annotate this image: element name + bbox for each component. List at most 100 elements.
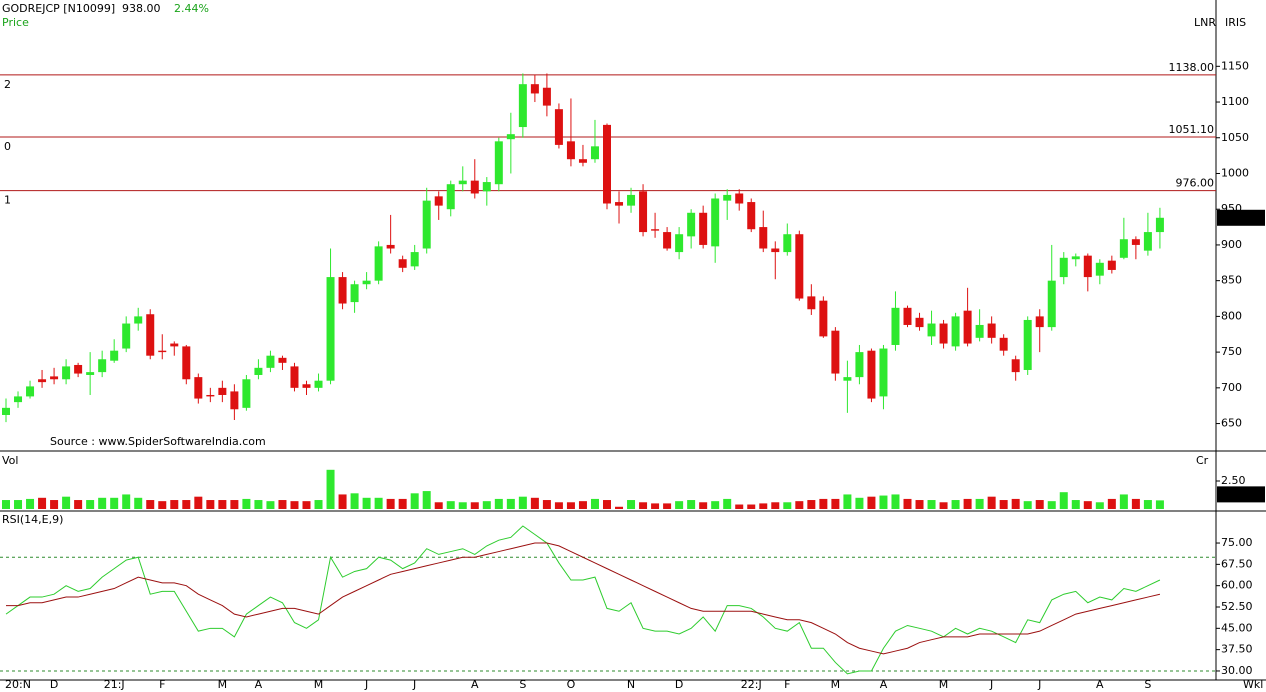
- scale: LNR: [1194, 16, 1216, 29]
- volume-bar: [554, 502, 563, 509]
- volume-bar: [410, 493, 419, 509]
- volume-bar: [170, 500, 179, 509]
- volume-bar: [699, 502, 708, 509]
- volume-bar: [735, 504, 744, 509]
- x-tick-label: 20:N: [5, 678, 31, 691]
- candle-body: [1131, 239, 1140, 245]
- volume-bar: [194, 496, 203, 509]
- y-tick-label: 1150: [1221, 59, 1249, 72]
- panel-title: RSI(14,E,9): [2, 513, 63, 526]
- volume-bar: [759, 503, 768, 509]
- volume-bar: [182, 500, 191, 509]
- volume-bar: [254, 500, 263, 509]
- volume-bar: [86, 500, 95, 509]
- volume-bar: [446, 501, 455, 509]
- panel-title: Vol: [2, 454, 18, 467]
- volume-bar: [1095, 502, 1104, 509]
- volume-bar: [1119, 494, 1128, 509]
- candle-body: [711, 198, 720, 247]
- volume-bar: [987, 496, 996, 509]
- x-tick-label: D: [50, 678, 58, 691]
- volume-bar: [134, 497, 143, 509]
- candle-body: [206, 394, 215, 397]
- volume-bar: [675, 501, 684, 509]
- volume-bar: [1023, 501, 1032, 509]
- candle-body: [783, 234, 792, 253]
- volume-bar: [158, 501, 167, 509]
- candle-body: [951, 316, 960, 347]
- candle-body: [1035, 316, 1044, 328]
- y-tick-label: 1100: [1221, 95, 1249, 108]
- x-tick-label: J: [1037, 678, 1041, 691]
- candle-body: [603, 124, 611, 204]
- y-tick-label: 67.50: [1221, 557, 1253, 570]
- volume-bar: [302, 501, 311, 509]
- volume-bar: [374, 497, 383, 509]
- volume-bar: [62, 496, 71, 509]
- volume-bar: [999, 500, 1008, 509]
- candle-body: [26, 386, 35, 397]
- volume-tag: 0.77: [1219, 487, 1244, 500]
- price-tag-bg: [1217, 209, 1265, 226]
- volume-bar: [663, 503, 672, 509]
- candle-body: [554, 109, 563, 145]
- candle-body: [687, 212, 696, 237]
- price-tag: 938.00: [1219, 211, 1258, 224]
- volume-bar: [1083, 501, 1092, 509]
- candle-body: [843, 377, 852, 381]
- candle-body: [218, 387, 227, 395]
- volume-bar: [915, 500, 924, 509]
- candle-body: [302, 384, 311, 388]
- candle-body: [891, 307, 900, 345]
- volume-bar: [639, 502, 648, 509]
- volume-bar: [458, 502, 467, 509]
- candle-body: [807, 296, 816, 310]
- volume-bar: [975, 498, 984, 509]
- volume-bar: [1071, 500, 1080, 509]
- x-tick-label: A: [880, 678, 888, 691]
- y-tick-label: 700: [1221, 381, 1242, 394]
- volume-bar: [747, 504, 756, 509]
- volume-bar: [362, 497, 371, 509]
- candle-body: [14, 396, 23, 403]
- price: 938.00: [122, 2, 161, 15]
- candle-body: [86, 372, 95, 375]
- volume-bar: [867, 496, 876, 509]
- volume-bar: [603, 500, 611, 509]
- volume-bar: [1059, 492, 1068, 509]
- volume-bar: [218, 500, 227, 509]
- volume-bar: [38, 497, 47, 509]
- candle-body: [939, 323, 948, 344]
- x-tick-label: F: [159, 678, 165, 691]
- candle-body: [771, 248, 780, 253]
- x-tick-label: N: [627, 678, 635, 691]
- candle-body: [482, 182, 491, 192]
- volume-bar: [771, 502, 780, 509]
- candle-body: [915, 317, 924, 328]
- volume-bar: [230, 500, 239, 509]
- volume-bar: [494, 498, 503, 509]
- change: 2.44%: [174, 2, 209, 15]
- volume-bar: [434, 502, 443, 509]
- x-tick-label: F: [784, 678, 790, 691]
- candle-body: [194, 377, 203, 399]
- volume-bar: [386, 498, 395, 509]
- volume-bar: [422, 491, 431, 509]
- x-tick-label: M: [314, 678, 324, 691]
- candle-body: [566, 141, 575, 160]
- volume-bar: [50, 500, 59, 509]
- candle-body: [254, 367, 263, 375]
- volume-bar: [687, 500, 696, 509]
- y-tick-label: 52.50: [1221, 600, 1253, 613]
- candle-body: [975, 324, 984, 338]
- volume-bar: [122, 494, 131, 509]
- y-tick-label: 75.00: [1221, 536, 1253, 549]
- candle-body: [627, 194, 636, 206]
- volume-bar: [518, 496, 527, 509]
- volume-bar: [807, 500, 816, 509]
- volume-bar: [1011, 498, 1020, 509]
- x-tick-label: J: [364, 678, 368, 691]
- source: Source : www.SpiderSoftwareIndia.com: [50, 435, 266, 448]
- candle-body: [398, 259, 407, 268]
- candle-body: [867, 350, 876, 399]
